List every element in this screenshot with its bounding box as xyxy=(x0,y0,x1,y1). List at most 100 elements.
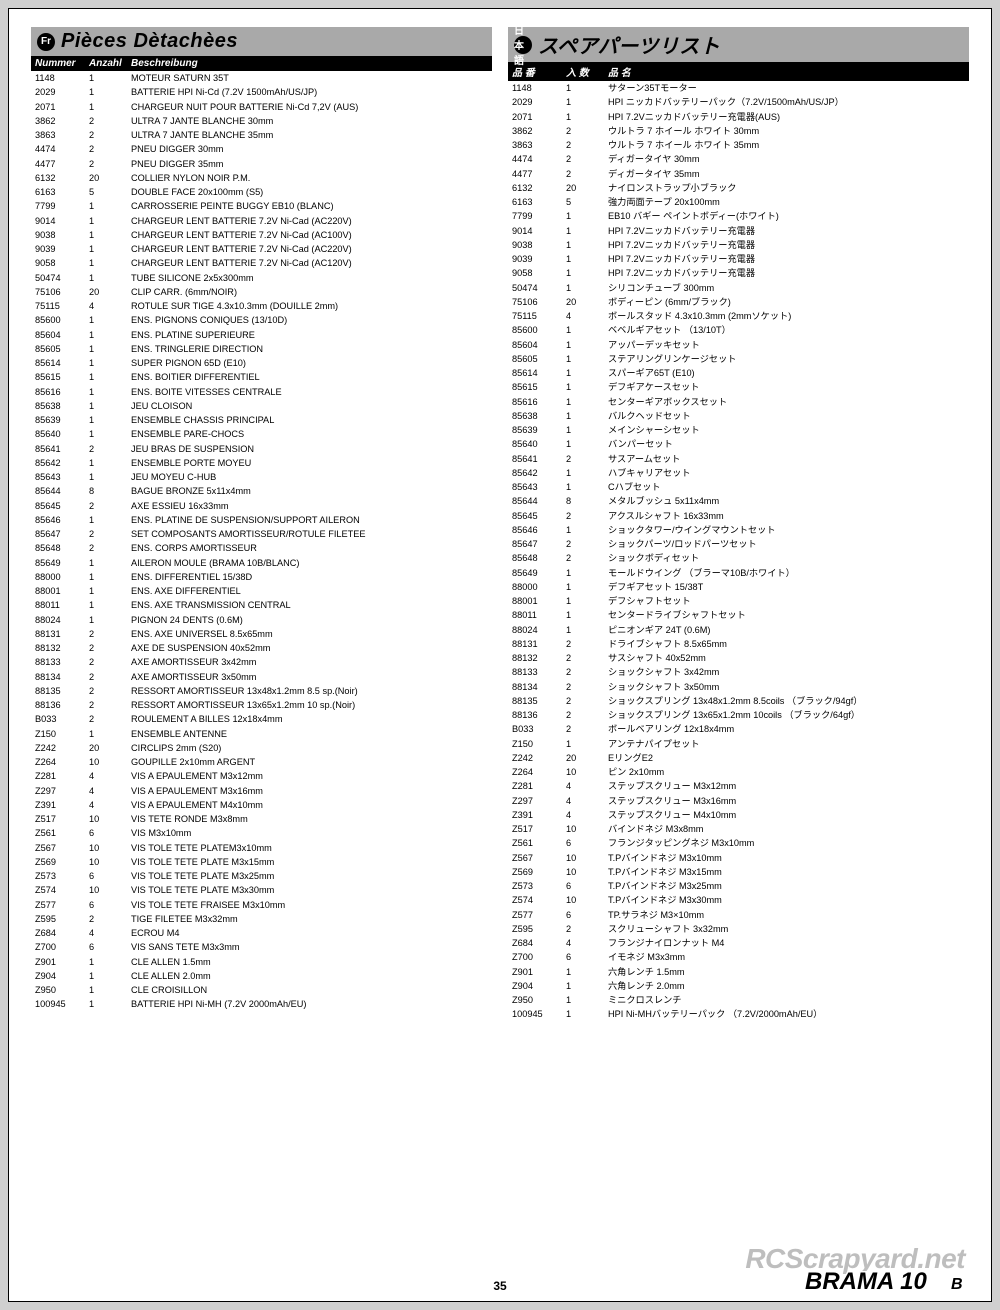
cell-number: 85638 xyxy=(31,399,85,413)
cell-qty: 1 xyxy=(85,100,127,114)
cell-qty: 20 xyxy=(85,741,127,755)
cell-qty: 1 xyxy=(562,209,604,223)
cell-qty: 1 xyxy=(85,513,127,527)
cell-number: 85645 xyxy=(31,499,85,513)
cell-qty: 2 xyxy=(85,912,127,926)
cell-number: 85605 xyxy=(508,352,562,366)
lang-badge-fr: Fr xyxy=(37,33,55,51)
cell-desc: PNEU DIGGER 35mm xyxy=(127,157,492,171)
cell-number: Z264 xyxy=(508,765,562,779)
cell-desc: VIS A EPAULEMENT M3x12mm xyxy=(127,769,492,783)
cell-desc: EB10 バギー ペイントボディー(ホワイト) xyxy=(604,209,969,223)
table-row: 856461ショックタワー/ウイングマウントセット xyxy=(508,523,969,537)
cell-desc: 六角レンチ 2.0mm xyxy=(604,979,969,993)
table-row: 881332AXE AMORTISSEUR 3x42mm xyxy=(31,655,492,669)
cell-desc: VIS TOLE TETE FRAISEE M3x10mm xyxy=(127,898,492,912)
table-row: 856448メタルブッシュ 5x11x4mm xyxy=(508,494,969,508)
cell-desc: 強力両面テープ 20x100mm xyxy=(604,195,969,209)
table-row: Z9041六角レンチ 2.0mm xyxy=(508,979,969,993)
cell-qty: 1 xyxy=(562,95,604,109)
cell-desc: AXE AMORTISSEUR 3x42mm xyxy=(127,655,492,669)
cell-number: Z573 xyxy=(508,879,562,893)
cell-qty: 10 xyxy=(562,851,604,865)
table-row: Z5616VIS M3x10mm xyxy=(31,826,492,840)
cell-number: 88024 xyxy=(508,623,562,637)
table-row: Z24220CIRCLIPS 2mm (S20) xyxy=(31,741,492,755)
cell-qty: 1 xyxy=(562,281,604,295)
cell-number: 85614 xyxy=(508,366,562,380)
table-row: 856491AILERON MOULE (BRAMA 10B/BLANC) xyxy=(31,556,492,570)
cell-number: 85616 xyxy=(508,395,562,409)
cell-number: Z569 xyxy=(31,855,85,869)
table-row: 856391ENSEMBLE CHASSIS PRINCIPAL xyxy=(31,413,492,427)
cell-desc: CIRCLIPS 2mm (S20) xyxy=(127,741,492,755)
cell-desc: ENS. AXE DIFFERENTIEL xyxy=(127,584,492,598)
cell-number: 75106 xyxy=(508,295,562,309)
cell-number: Z574 xyxy=(31,883,85,897)
cell-desc: AILERON MOULE (BRAMA 10B/BLANC) xyxy=(127,556,492,570)
table-row: Z51710バインドネジ M3x8mm xyxy=(508,822,969,836)
cell-desc: ENS. DIFFERENTIEL 15/38D xyxy=(127,570,492,584)
cell-number: 88134 xyxy=(508,680,562,694)
cell-desc: BATTERIE HPI Ni-Cd (7.2V 1500mAh/US/JP) xyxy=(127,85,492,99)
cell-qty: 1 xyxy=(85,214,127,228)
cell-number: 85640 xyxy=(508,437,562,451)
cell-qty: 1 xyxy=(562,81,604,95)
cell-desc: PIGNON 24 DENTS (0.6M) xyxy=(127,613,492,627)
cell-qty: 1 xyxy=(562,965,604,979)
cell-number: 100945 xyxy=(31,997,85,1011)
table-row: 856161ENS. BOITE VITESSES CENTRALE xyxy=(31,385,492,399)
table-row: 61635強力両面テープ 20x100mm xyxy=(508,195,969,209)
cell-desc: T.Pバインドネジ M3x25mm xyxy=(604,879,969,893)
cell-qty: 2 xyxy=(85,684,127,698)
cell-number: 88134 xyxy=(31,670,85,684)
cell-number: 9038 xyxy=(31,228,85,242)
table-row: 856141SUPER PIGNON 65D (E10) xyxy=(31,356,492,370)
cell-number: 85616 xyxy=(31,385,85,399)
cell-desc: ボールスタッド 4.3x10.3mm (2mmソケット) xyxy=(604,309,969,323)
table-row: 20711CHARGEUR NUIT POUR BATTERIE Ni-Cd 7… xyxy=(31,100,492,114)
table-row: 20711HPI 7.2Vニッカドバッテリー充電器(AUS) xyxy=(508,110,969,124)
table-row: 856421ENSEMBLE PORTE MOYEU xyxy=(31,456,492,470)
cell-number: 7799 xyxy=(31,199,85,213)
cell-qty: 1 xyxy=(85,199,127,213)
cell-desc: ROTULE SUR TIGE 4.3x10.3mm (DOUILLE 2mm) xyxy=(127,299,492,313)
cell-desc: アンテナパイプセット xyxy=(604,737,969,751)
cell-desc: SET COMPOSANTS AMORTISSEUR/ROTULE FILETE… xyxy=(127,527,492,541)
table-row: Z3914VIS A EPAULEMENT M4x10mm xyxy=(31,798,492,812)
cell-desc: ショックパーツ/ロッドパーツセット xyxy=(604,537,969,551)
cell-desc: ENS. AXE TRANSMISSION CENTRAL xyxy=(127,598,492,612)
cell-qty: 1 xyxy=(85,570,127,584)
cell-number: Z391 xyxy=(508,808,562,822)
table-row: 880241ピニオンギア 24T (0.6M) xyxy=(508,623,969,637)
cell-number: Z577 xyxy=(31,898,85,912)
cell-qty: 2 xyxy=(85,670,127,684)
table-row: 856161センターギアボックスセット xyxy=(508,395,969,409)
cell-qty: 2 xyxy=(562,452,604,466)
cell-desc: TIGE FILETEE M3x32mm xyxy=(127,912,492,926)
cell-number: 1148 xyxy=(31,71,85,85)
table-row: 856482ENS. CORPS AMORTISSEUR xyxy=(31,541,492,555)
cell-qty: 4 xyxy=(562,794,604,808)
cell-desc: ENS. CORPS AMORTISSEUR xyxy=(127,541,492,555)
table-row: 856472SET COMPOSANTS AMORTISSEUR/ROTULE … xyxy=(31,527,492,541)
cell-desc: VIS TOLE TETE PLATE M3x30mm xyxy=(127,883,492,897)
cell-desc: スパーギア65T (E10) xyxy=(604,366,969,380)
cell-number: 85641 xyxy=(508,452,562,466)
cell-number: 2071 xyxy=(508,110,562,124)
cell-number: Z577 xyxy=(508,908,562,922)
cell-desc: ステップスクリュー M4x10mm xyxy=(604,808,969,822)
table-row: 44742PNEU DIGGER 30mm xyxy=(31,142,492,156)
table-row: 38622ULTRA 7 JANTE BLANCHE 30mm xyxy=(31,114,492,128)
table-row: 90391HPI 7.2Vニッカドバッテリー充電器 xyxy=(508,252,969,266)
table-row: 856412JEU BRAS DE SUSPENSION xyxy=(31,442,492,456)
cell-qty: 6 xyxy=(85,869,127,883)
cell-number: 85643 xyxy=(31,470,85,484)
cell-desc: CHARGEUR LENT BATTERIE 7.2V Ni-Cad (AC22… xyxy=(127,242,492,256)
table-row: 856391メインシャーシセット xyxy=(508,423,969,437)
cell-number: Z684 xyxy=(508,936,562,950)
right-titlebar: 日本語 スペアパーツリスト xyxy=(508,27,969,62)
cell-qty: 2 xyxy=(562,651,604,665)
table-row: 880241PIGNON 24 DENTS (0.6M) xyxy=(31,613,492,627)
cell-desc: バンパーセット xyxy=(604,437,969,451)
